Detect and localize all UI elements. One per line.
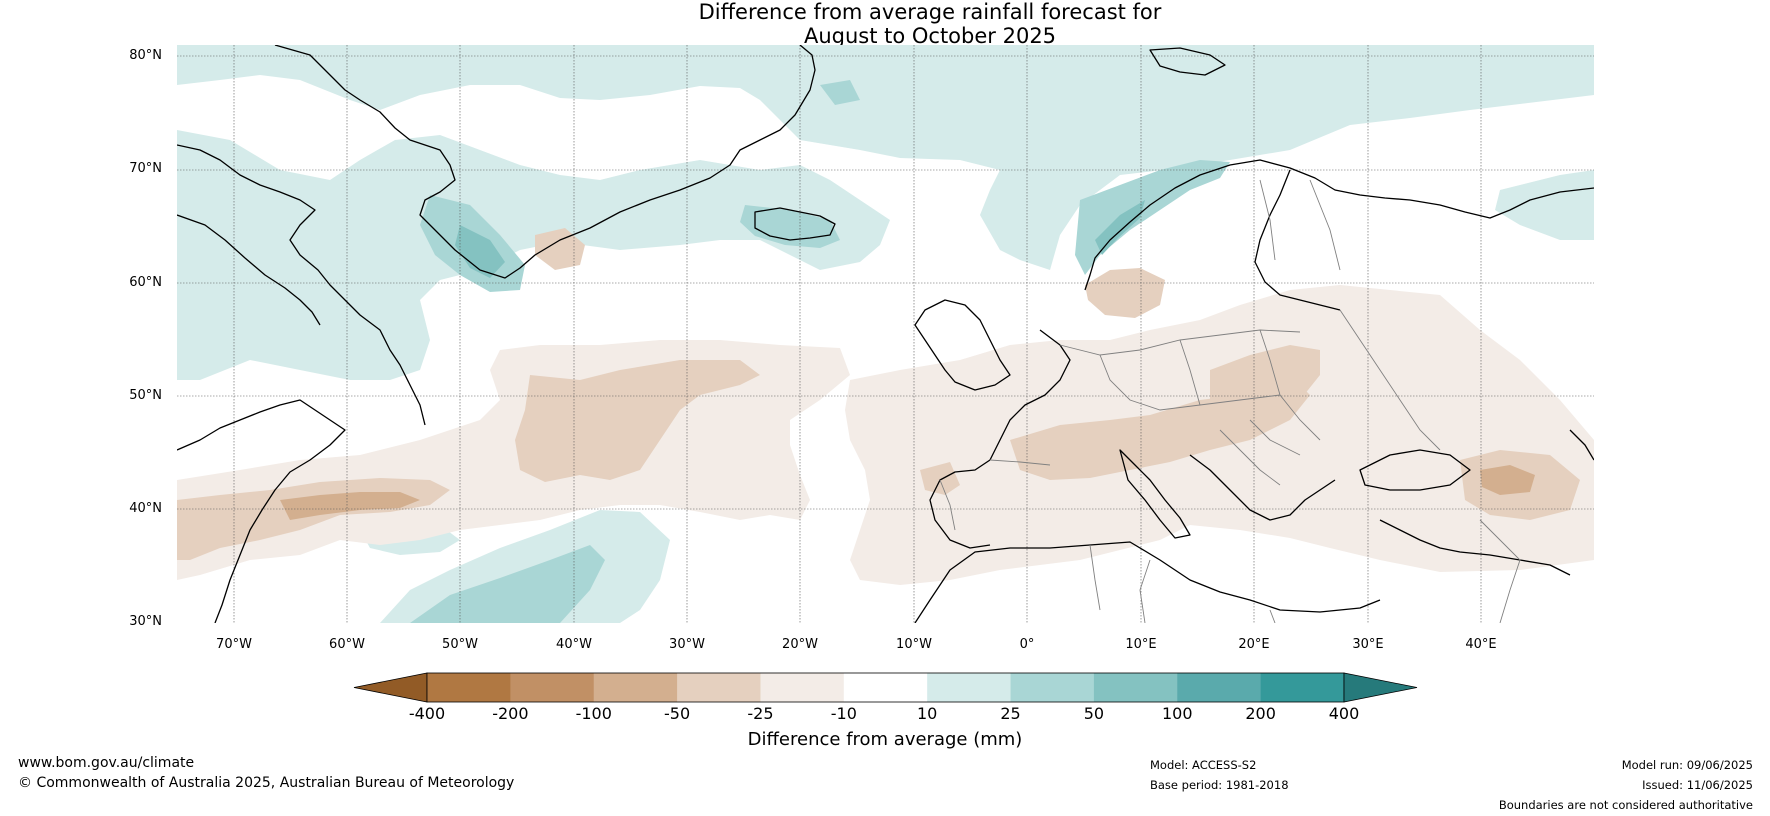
lon-label-10w: 10°W [896,637,932,652]
footer-model: Model: ACCESS-S2 [1150,758,1257,772]
caucasus-dry-core [1480,465,1535,495]
canada-north-coastline [177,144,426,426]
central-europe-dry-core [1210,345,1320,420]
lon-label-60w: 60°W [329,637,365,652]
lat-label-30n: 30°N [129,614,162,629]
scandinavia-dry-region [1085,268,1165,318]
svalbard-wet-core [820,80,860,105]
black-sea-east-wet-region [1495,170,1594,240]
footer-model-run: Model run: 09/06/2025 [1621,758,1753,772]
lat-label-60n: 60°N [129,275,162,290]
greenland-east-wet-core-inner [455,225,505,278]
greenland-south-dry-region [535,228,585,270]
arctic-wet-region [177,45,1594,270]
colorbar-tick-label: -50 [664,704,691,723]
country-borders [939,179,1521,623]
title-line-2: August to October 2025 [803,24,1057,48]
north-america-east-coastline [177,399,346,623]
map-title: Difference from average rainfall forecas… [0,0,1770,48]
map-canvas [177,45,1594,623]
iberia-dry-core [920,462,960,495]
lon-label-30e: 30°E [1352,637,1384,652]
footer-base-period: Base period: 1981-2018 [1150,778,1289,792]
north-africa-coastline [914,541,1381,623]
atlantic-south-wet-core [410,545,605,623]
graticule [177,45,1594,623]
colorbar-tick-label: 200 [1245,704,1276,723]
coastlines [177,45,1594,623]
svalbard-coastline [1149,47,1226,76]
colorbar-tick-label: -25 [747,704,774,723]
colorbar-tick-label: -100 [575,704,612,723]
lon-label-10e: 10°E [1125,637,1157,652]
border-eastern-europe [1339,309,1441,451]
colorbar-tick-label: -200 [492,704,529,723]
colorbar-tick-label: -10 [830,704,857,723]
colorbar-tick-label: 100 [1161,704,1193,723]
colorbar-tick-label: 400 [1328,704,1360,723]
greenland-coastline [274,45,816,279]
colorbar-tick-label: 10 [916,704,938,723]
baltic-coastline [1254,169,1341,311]
lat-label-50n: 50°N [129,388,162,403]
title-line-1: Difference from average rainfall forecas… [698,0,1162,24]
dry-anomaly-regions [177,228,1594,585]
lon-label-30w: 30°W [669,637,705,652]
lat-label-80n: 80°N [129,48,162,63]
border-balkans [1219,419,1301,486]
colorbar-tick-label: 25 [1000,704,1021,723]
black-sea-coastline [1359,449,1471,491]
eastern-med-coastline [1379,519,1571,576]
colorbar-tick-label: 50 [1083,704,1105,723]
footer-copyright: © Commonwealth of Australia 2025, Austra… [18,775,515,791]
italy-coastline [1119,449,1191,539]
atlantic-dry-core [515,360,760,482]
iceland-coastline [754,207,836,241]
lat-label-40n: 40°N [129,501,162,516]
lon-label-40w: 40°W [556,637,592,652]
us-east-dry-core [280,492,420,520]
lon-label-70w: 70°W [216,637,252,652]
wet-anomaly-regions [177,45,1594,623]
lat-label-70n: 70°N [129,161,162,176]
border-scandinavia [1259,179,1341,271]
border-central-europe-3 [1179,329,1321,441]
footer-issued: Issued: 11/06/2025 [1642,778,1753,792]
lon-label-20e: 20°E [1238,637,1270,652]
border-middle-east [1479,519,1521,623]
border-france-spain [989,459,1051,466]
norway-wet-region [1075,160,1230,275]
norway-wet-core [1095,200,1145,255]
lon-label-20w: 20°W [782,637,818,652]
caspian-coastline [1569,429,1594,461]
border-north-africa [1089,544,1276,623]
border-central-europe-2 [1099,354,1281,411]
scandinavia-coastline [1084,159,1594,291]
uk-ireland-coastline [914,299,1011,391]
lon-label-40e: 40°E [1465,637,1497,652]
labrador-coastline [177,214,321,326]
lon-label-0: 0° [1019,637,1035,652]
colorbar-tick-label: -400 [408,704,446,723]
border-iberia [939,479,956,531]
balkans-coastline [1189,454,1336,521]
footer-url: www.bom.gov.au/climate [18,755,195,771]
greenland-west-wet-region [177,130,890,380]
footer-disclaimer: Boundaries are not considered authoritat… [1498,798,1753,812]
colorbar-title: Difference from average (mm) [747,729,1023,750]
lon-label-50w: 50°W [442,637,478,652]
